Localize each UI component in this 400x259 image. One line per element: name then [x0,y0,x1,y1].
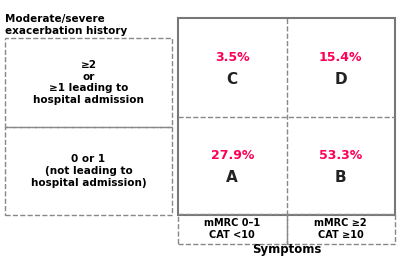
Text: 15.4%: 15.4% [319,51,362,64]
Bar [5,127,172,215]
Bar [178,18,395,215]
Bar [178,214,286,244]
Text: 53.3%: 53.3% [319,149,362,162]
Text: Symptoms: Symptoms [252,243,321,256]
Bar [286,214,395,244]
Text: mMRC ≥2
CAT ≥10: mMRC ≥2 CAT ≥10 [314,218,367,240]
Bar [5,38,172,127]
Text: Moderate/severe
exacerbation history: Moderate/severe exacerbation history [5,14,127,35]
Text: 27.9%: 27.9% [210,149,254,162]
Text: 0 or 1
(not leading to
hospital admission): 0 or 1 (not leading to hospital admissio… [31,154,146,188]
Text: D: D [334,72,347,87]
Text: B: B [335,170,346,185]
Text: C: C [227,72,238,87]
Text: A: A [226,170,238,185]
Text: mMRC 0–1
CAT <10: mMRC 0–1 CAT <10 [204,218,260,240]
Text: 3.5%: 3.5% [215,51,250,64]
Text: ≥2
or
≥1 leading to
hospital admission: ≥2 or ≥1 leading to hospital admission [33,60,144,105]
